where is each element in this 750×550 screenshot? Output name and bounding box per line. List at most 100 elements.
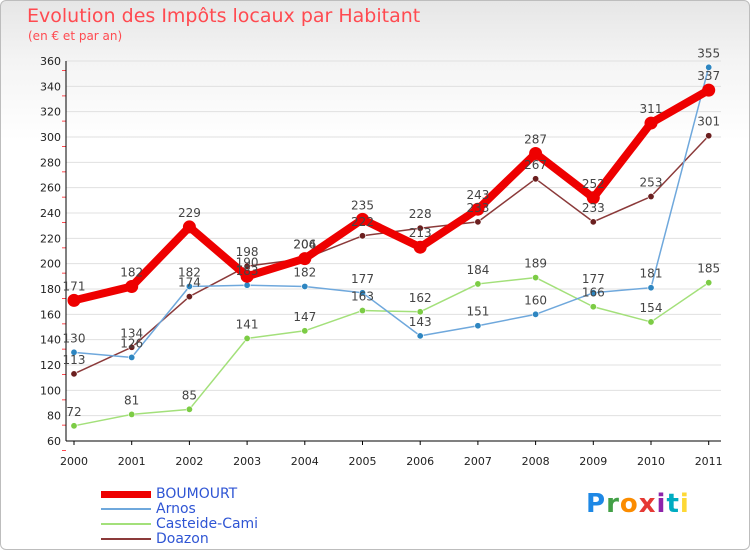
legend-label-boumourt: BOUMOURT	[156, 486, 238, 502]
data-label: 166	[582, 286, 605, 300]
series-arnos	[70, 63, 713, 361]
data-point	[532, 310, 540, 318]
data-label: 198	[236, 245, 259, 259]
data-label: 252	[582, 177, 605, 191]
data-label: 171	[63, 279, 86, 293]
data-point	[358, 232, 366, 240]
legend-label-casteide-cami: Casteide-Cami	[156, 516, 259, 532]
y-tick-label: 240	[40, 207, 61, 220]
data-label: 184	[466, 263, 489, 277]
data-point	[243, 262, 251, 270]
x-tick-label: 2000	[60, 455, 88, 468]
data-point	[589, 289, 597, 297]
data-label: 233	[466, 201, 489, 215]
series-boumourt	[67, 83, 716, 307]
data-label: 163	[351, 290, 374, 304]
data-label: 182	[178, 265, 201, 279]
data-label: 81	[124, 393, 139, 407]
x-tick-label: 2011	[695, 455, 723, 468]
data-point	[125, 279, 139, 293]
data-label: 355	[697, 46, 720, 60]
x-tick-label: 2010	[637, 455, 665, 468]
logo-letter: o	[619, 489, 639, 519]
data-point	[128, 343, 136, 351]
data-point	[128, 410, 136, 418]
data-label: 151	[466, 305, 489, 319]
legend-swatch-arnos	[101, 508, 151, 510]
y-tick-label: 160	[40, 308, 61, 321]
data-label: 141	[236, 317, 259, 331]
x-tick-label: 2006	[406, 455, 434, 468]
data-point	[705, 63, 713, 71]
data-point	[529, 146, 543, 160]
data-label: 206	[293, 238, 316, 252]
legend-item-casteide-cami: Casteide-Cami	[101, 516, 401, 532]
data-point	[70, 370, 78, 378]
y-tick-label: 60	[47, 435, 61, 448]
grid-group: 60 80 100 120 140 160 180 200 220 240 260 280 300 320…	[40, 55, 721, 451]
y-tick-label: 300	[40, 131, 61, 144]
data-point	[705, 279, 713, 287]
legend-swatch-doazon	[101, 538, 151, 540]
y-tick-label: 120	[40, 359, 61, 372]
data-point	[532, 175, 540, 183]
x-tick-label: 2001	[118, 455, 146, 468]
data-point	[416, 308, 424, 316]
data-label: 228	[409, 207, 432, 221]
y-tick-label: 280	[40, 156, 61, 169]
chart-subtitle: (en € et par an)	[28, 29, 123, 43]
data-label: 177	[351, 272, 374, 286]
data-label: 126	[120, 336, 143, 350]
data-label: 181	[640, 267, 663, 281]
data-label: 134	[120, 326, 143, 340]
data-point	[474, 218, 482, 226]
data-point	[416, 332, 424, 340]
data-label: 267	[524, 158, 547, 172]
x-tick-label: 2005	[349, 455, 377, 468]
data-label: 233	[582, 201, 605, 215]
data-label: 222	[351, 215, 374, 229]
data-point	[243, 281, 251, 289]
x-tick-label: 2008	[522, 455, 550, 468]
data-label: 253	[640, 176, 663, 190]
data-label: 162	[409, 291, 432, 305]
data-point	[356, 212, 369, 226]
data-label: 177	[582, 272, 605, 286]
data-label: 160	[524, 293, 547, 307]
logo-letter: i	[679, 489, 690, 519]
data-point	[644, 116, 658, 130]
logo-letter: t	[666, 489, 680, 519]
data-label: 182	[293, 265, 316, 279]
legend: BOUMOURT Arnos Casteide-Cami Doazon	[101, 486, 401, 547]
data-point	[185, 293, 193, 301]
data-point	[702, 83, 716, 97]
data-label: 174	[178, 276, 201, 290]
data-point	[185, 405, 193, 413]
data-label: 183	[236, 264, 259, 278]
data-label: 337	[697, 69, 720, 83]
data-point	[532, 274, 540, 282]
logo-letter: P	[586, 489, 607, 519]
data-point	[647, 318, 655, 326]
y-tick-label: 220	[40, 232, 61, 245]
data-label: 213	[409, 226, 432, 240]
legend-label-arnos: Arnos	[156, 501, 196, 517]
y-tick-label: 320	[40, 106, 61, 119]
data-label: 72	[66, 405, 81, 419]
series-casteide-cami	[70, 274, 713, 430]
data-point	[243, 334, 251, 342]
y-tick-label: 140	[40, 334, 61, 347]
data-label: 154	[640, 301, 663, 315]
data-point	[589, 218, 597, 226]
data-point	[416, 224, 424, 232]
data-point	[70, 422, 78, 430]
y-tick-label: 360	[40, 55, 61, 68]
x-tick-label: 2003	[233, 455, 261, 468]
series-line	[73, 86, 711, 305]
data-label: 185	[697, 262, 720, 276]
data-label: 204	[293, 238, 316, 252]
data-label: 182	[120, 265, 143, 279]
logo-letter: i	[656, 489, 667, 519]
